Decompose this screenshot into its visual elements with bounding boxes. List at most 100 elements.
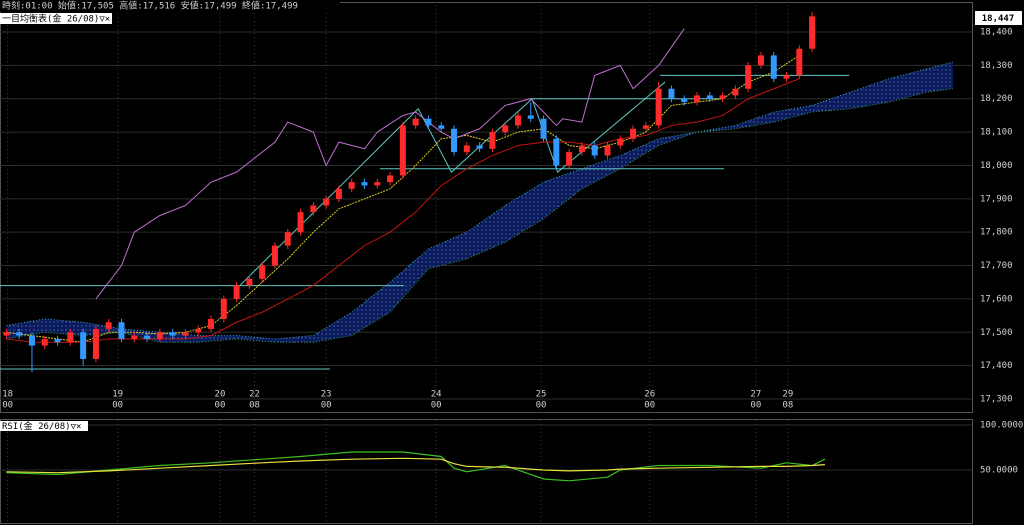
candle-body xyxy=(323,198,330,206)
candle-body xyxy=(438,125,445,129)
y-tick-label: 18,000 xyxy=(980,161,1013,171)
candle-body xyxy=(706,95,713,99)
candle-body xyxy=(770,55,777,79)
candle-body xyxy=(144,335,151,339)
last-price-box xyxy=(975,11,1022,25)
x-tick-label: 23 xyxy=(321,390,332,400)
y-tick-label: 17,300 xyxy=(980,394,1013,404)
candle-body xyxy=(719,95,726,99)
candle-body xyxy=(16,332,23,336)
candle-body xyxy=(655,88,662,126)
y-tick-label: 18,300 xyxy=(980,61,1013,71)
cloud-span-b xyxy=(6,88,953,343)
cloud-fill xyxy=(6,62,953,343)
chart-layer: 17,300 17,400 17,500 17,600 17,700 17,800 17,9… xyxy=(0,5,1023,523)
candle-body xyxy=(348,182,355,189)
candle-body xyxy=(246,278,253,286)
rsi-panel xyxy=(0,419,973,524)
candle-body xyxy=(361,182,368,186)
rsi-line xyxy=(6,457,825,474)
x-tick-label: 29 xyxy=(782,390,793,400)
candle-body xyxy=(502,125,509,133)
x-tick-label: 18 xyxy=(2,390,13,400)
y-tick-label: 18,200 xyxy=(980,94,1013,104)
candle-body xyxy=(463,145,470,153)
info-bar xyxy=(0,0,340,12)
candle-body xyxy=(118,322,125,339)
x-tick-sub-label: 00 xyxy=(2,401,13,411)
candle-body xyxy=(451,128,458,153)
candle-body xyxy=(578,145,585,153)
x-tick-sub-label: 00 xyxy=(215,401,226,411)
y-tick-label: 18,100 xyxy=(980,128,1013,138)
candle-body xyxy=(489,132,496,149)
candle-body xyxy=(297,212,304,233)
candle-body xyxy=(310,205,317,213)
y-tick-label: 100.0000 xyxy=(980,421,1023,431)
candle-body xyxy=(374,182,381,186)
candle-body xyxy=(514,115,521,126)
candle-body xyxy=(105,322,112,329)
candle-body xyxy=(41,338,48,346)
y-tick-label: 17,900 xyxy=(980,194,1013,204)
candle-body xyxy=(182,332,189,336)
x-tick-sub-label: 00 xyxy=(321,401,332,411)
x-tick-sub-label: 08 xyxy=(249,401,260,411)
candle-body xyxy=(335,188,342,199)
candle-body xyxy=(527,115,534,119)
candle-body xyxy=(412,118,419,126)
info-text: 時刻:01:00 始値:17,505 高値:17,516 安値:17,499 終… xyxy=(2,0,298,12)
rsi-title[interactable]: RSI(金 26/08)▽× xyxy=(2,420,81,432)
candle-body xyxy=(387,175,394,183)
x-tick-label: 25 xyxy=(536,390,547,400)
candle-body xyxy=(796,48,803,76)
x-tick-label: 24 xyxy=(431,390,442,400)
candle-body xyxy=(553,138,560,166)
indicator-line xyxy=(6,78,800,343)
main-panel xyxy=(0,2,973,413)
x-tick-sub-label: 08 xyxy=(782,401,793,411)
x-tick-label: 20 xyxy=(215,390,226,400)
indicator-tab[interactable] xyxy=(0,13,112,24)
x-tick-label: 19 xyxy=(112,390,123,400)
y-tick-label: 18,400 xyxy=(980,28,1013,38)
candle-body xyxy=(67,332,74,343)
y-tick-label: 17,600 xyxy=(980,294,1013,304)
candle-body xyxy=(783,75,790,79)
candle-body xyxy=(745,65,752,89)
x-tick-sub-label: 00 xyxy=(644,401,655,411)
y-tick-label: 17,700 xyxy=(980,261,1013,271)
last-price: 18,447 xyxy=(982,14,1015,24)
y-tick-label: 50.0000 xyxy=(980,466,1018,476)
candle-body xyxy=(668,88,675,99)
candle-body xyxy=(476,145,483,149)
indicator-title[interactable]: 一目均衡表(金 26/08)▽× xyxy=(2,13,110,25)
candle-body xyxy=(28,335,35,346)
candle-body xyxy=(208,318,215,329)
y-tick-label: 17,800 xyxy=(980,228,1013,238)
candle-body xyxy=(591,145,598,156)
candle-body xyxy=(425,118,432,126)
candle-body xyxy=(169,332,176,336)
rsi-tab[interactable] xyxy=(0,421,88,431)
candle-body xyxy=(80,332,87,359)
candle-body xyxy=(195,328,202,333)
candle-body xyxy=(259,265,266,279)
x-tick-sub-label: 00 xyxy=(112,401,123,411)
x-tick-sub-label: 00 xyxy=(536,401,547,411)
candle-body xyxy=(92,328,99,359)
indicator-line xyxy=(95,28,685,300)
candle-body xyxy=(156,332,163,339)
candle-body xyxy=(271,245,278,266)
candle-body xyxy=(566,152,573,166)
candle-body xyxy=(284,232,291,246)
y-tick-label: 17,500 xyxy=(980,328,1013,338)
x-tick-sub-label: 00 xyxy=(431,401,442,411)
candle-body xyxy=(540,118,547,139)
candle-body xyxy=(642,125,649,129)
candle-body xyxy=(131,335,138,339)
candle-body xyxy=(399,125,406,176)
